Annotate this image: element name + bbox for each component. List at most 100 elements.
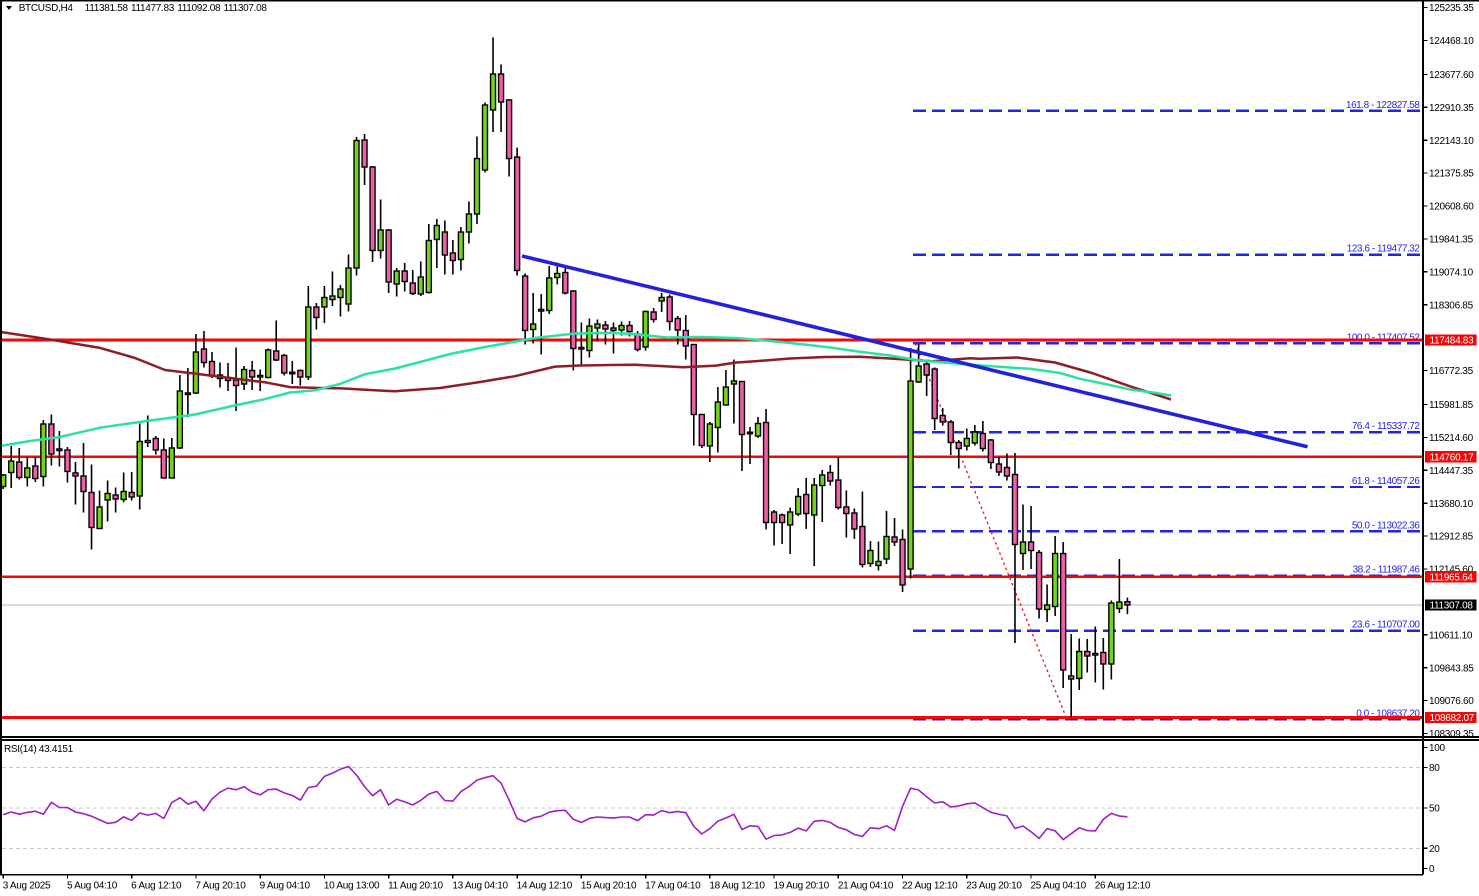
price-tick-label: 108309.35 (1429, 729, 1474, 740)
candle (698, 413, 706, 448)
title-low-value: 111092.08 (177, 2, 221, 14)
candle (650, 308, 657, 323)
fibonacci-retracement[interactable]: 161.8 - 122827.58 123.6 - 119477.32 100.0 … (913, 100, 1422, 721)
time-tick-label[interactable]: 21 Aug 04:10 (838, 880, 894, 891)
rsi-tick-label: 50 (1429, 803, 1440, 814)
candle-body-bear (297, 369, 304, 378)
time-tick-label[interactable]: 6 Aug 12:10 (131, 880, 182, 891)
symbol-dropdown-icon[interactable] (6, 6, 13, 10)
descending-trendline[interactable] (521, 254, 1308, 449)
price-tag-value: 114760.17 (1430, 452, 1475, 463)
time-tick-label[interactable]: 23 Aug 20:10 (966, 880, 1022, 891)
candle-body-bear (1100, 651, 1107, 665)
price-tick-label: 115214.60 (1429, 433, 1474, 444)
candle (1003, 453, 1011, 481)
candle (473, 136, 481, 224)
candle-body-bear (762, 421, 770, 524)
candle (248, 361, 256, 390)
time-tick-label[interactable]: 13 Aug 04:10 (452, 880, 508, 891)
time-tick-label[interactable]: 9 Aug 04:10 (260, 880, 311, 891)
fib-diagonal-line[interactable] (914, 343, 1068, 720)
fib-level-label: 161.8 - 122827.58 (1346, 100, 1420, 111)
time-tick-label[interactable]: 25 Aug 04:10 (1031, 880, 1087, 891)
level-price-tag: 111965.64 (1425, 571, 1477, 583)
candle (200, 330, 208, 368)
candle-body-bull (473, 157, 481, 215)
candle-body-bear (273, 350, 280, 361)
candle (160, 438, 168, 479)
level-price-tag: 108682.07 (1425, 711, 1477, 724)
candle-body-bull (176, 390, 184, 449)
price-tick-label: 119841.35 (1429, 235, 1474, 246)
candle-body-bear (1035, 551, 1043, 610)
candle-body-bear (401, 270, 408, 283)
time-tick-label[interactable]: 5 Aug 04:10 (67, 880, 118, 891)
time-tick-label[interactable]: 3 Aug 2025 (3, 880, 52, 891)
candle-body-bear (505, 99, 513, 160)
candle (971, 424, 979, 446)
time-tick-label[interactable]: 15 Aug 20:10 (581, 880, 637, 891)
fib-level-label: 50.0 - 113022.36 (1352, 520, 1421, 531)
candle-body-bear (361, 139, 368, 168)
candle (995, 456, 1003, 476)
candle-body-bear (859, 525, 866, 566)
candle-body-bear (931, 368, 938, 420)
candle (1124, 597, 1131, 615)
time-tick-label[interactable]: 7 Aug 20:10 (195, 880, 246, 891)
ma-fast-line[interactable] (0, 331, 1172, 448)
candle (32, 456, 39, 482)
candle-body-bull (1108, 602, 1115, 665)
candle (353, 136, 360, 276)
candle (449, 239, 457, 275)
candle-body-bull (794, 495, 802, 515)
rsi-tick-label: 80 (1429, 763, 1440, 774)
candle (722, 370, 730, 406)
candle-body-bull (875, 560, 882, 567)
time-tick-label[interactable]: 14 Aug 12:10 (517, 880, 573, 891)
candle (811, 477, 818, 566)
candle (497, 64, 505, 133)
fib-level-label: 76.4 - 115337.72 (1352, 421, 1421, 432)
time-tick-label[interactable]: 26 Aug 12:10 (1095, 880, 1151, 891)
candle (546, 265, 553, 315)
price-tick-label: 123677.60 (1429, 70, 1474, 81)
candle (88, 464, 95, 550)
candle (794, 487, 802, 516)
candle (128, 471, 135, 501)
time-tick-label[interactable]: 19 Aug 20:10 (774, 880, 830, 891)
price-tag-value: 111307.08 (1430, 601, 1474, 612)
candle-body-bull (546, 277, 553, 312)
candle-body-bear (441, 231, 449, 256)
time-tick-label[interactable]: 18 Aug 12:10 (709, 880, 765, 891)
candle (690, 343, 697, 446)
candle (867, 540, 874, 567)
candle (915, 343, 922, 384)
candle (273, 320, 280, 362)
price-tick-label: 119074.10 (1429, 267, 1474, 278)
candle (104, 480, 111, 522)
candle-body-bull (971, 431, 979, 444)
candle-body-bull (1019, 541, 1027, 555)
candle-body-bear (602, 324, 609, 330)
time-tick-label[interactable]: 11 Aug 20:10 (388, 880, 444, 891)
candle-body-bull (1051, 552, 1059, 608)
candle (369, 166, 376, 262)
chart-title-bar: BTCUSD,H4 111381.58 111477.83 111092.08 1113… (0, 2, 267, 14)
time-tick-label[interactable]: 22 Aug 12:10 (902, 880, 958, 891)
candle (762, 408, 770, 530)
candle-body-bull (168, 447, 176, 479)
candle (562, 267, 569, 295)
candle-body-bear (987, 439, 995, 464)
price-tick-label: 115981.85 (1429, 400, 1474, 411)
candle-body-bear (955, 441, 962, 450)
ma-slow-line[interactable] (0, 330, 1172, 401)
time-tick-label[interactable]: 10 Aug 13:00 (324, 880, 380, 891)
time-tick-label[interactable]: 17 Aug 04:10 (645, 880, 701, 891)
candle (80, 442, 87, 513)
candle-body-bear (770, 511, 778, 524)
candle-body-bear (289, 371, 296, 375)
candle-body-bear (1003, 466, 1011, 477)
candle (377, 199, 384, 259)
price-tick-label: 125235.35 (1429, 3, 1474, 14)
candle (24, 456, 31, 487)
